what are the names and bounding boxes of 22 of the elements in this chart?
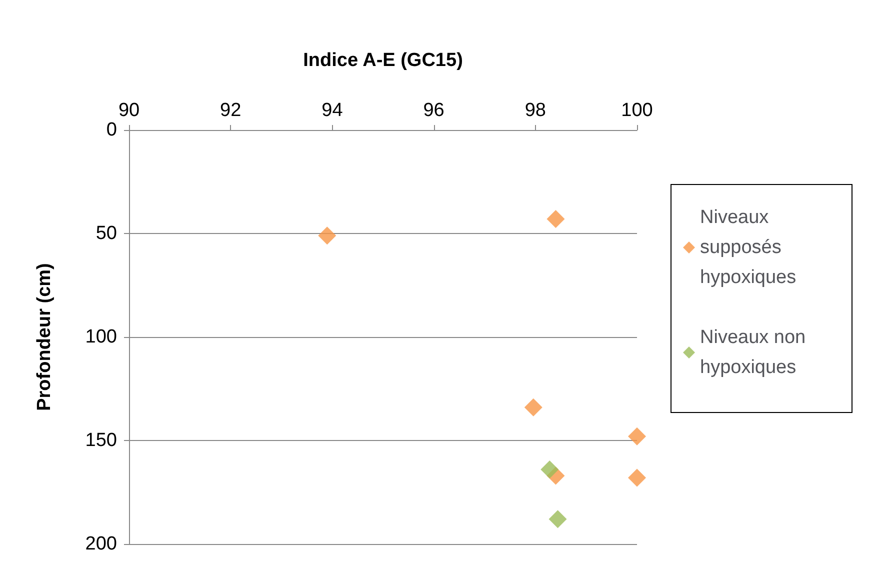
y-axis-title: Profondeur (cm) xyxy=(34,263,55,411)
point xyxy=(540,460,559,478)
x-tick-label: 96 xyxy=(423,100,444,121)
x-tick-label: 100 xyxy=(621,100,653,121)
legend-label: Niveaux supposés hypoxiques xyxy=(700,207,796,288)
point xyxy=(546,210,565,228)
x-tick-label: 90 xyxy=(118,100,140,121)
point xyxy=(548,510,567,528)
point xyxy=(628,468,646,487)
x-axis-title: Indice A-E (GC15) xyxy=(303,50,463,71)
x-tick-label: 94 xyxy=(322,100,344,121)
y-tick-label: 0 xyxy=(106,120,117,140)
point xyxy=(628,427,646,446)
point xyxy=(524,398,542,416)
y-tick-label: 50 xyxy=(96,223,117,244)
y-tick-label: 150 xyxy=(85,430,117,451)
x-tick-label: 92 xyxy=(220,100,242,121)
legend-label: Niveaux non hypoxiques xyxy=(700,327,811,378)
y-tick-label: 200 xyxy=(85,534,117,554)
point xyxy=(318,226,336,245)
y-tick-label: 100 xyxy=(85,326,117,348)
x-tick-label: 98 xyxy=(524,100,546,121)
